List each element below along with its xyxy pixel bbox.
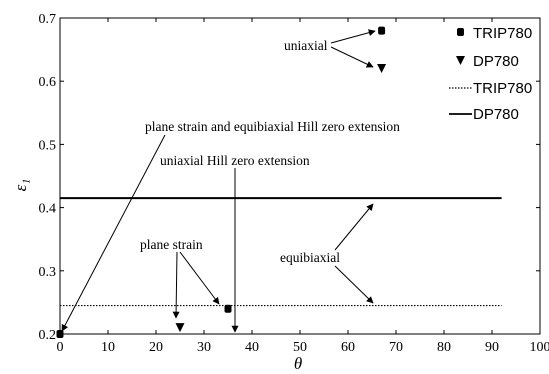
arrow-plane-strain-equibiaxial bbox=[61, 134, 166, 332]
y-tick-label: 0.2 bbox=[39, 328, 57, 343]
x-tick-label: 80 bbox=[437, 340, 451, 355]
x-tick-label: 90 bbox=[485, 340, 499, 355]
y-axis-label: ε₁ bbox=[11, 179, 30, 192]
y-tick-label: 0.3 bbox=[39, 265, 57, 280]
arrow-equibiaxial-dp bbox=[334, 203, 374, 251]
x-tick-label: 60 bbox=[341, 340, 355, 355]
legend-label-trip780: TRIP780 bbox=[473, 25, 532, 42]
y-tick-label: 0.6 bbox=[39, 75, 57, 90]
y-axis: 0.2 0.3 0.4 0.5 0.6 0.7 bbox=[39, 12, 540, 343]
x-axis-label: θ bbox=[294, 354, 302, 373]
x-tick-label: 100 bbox=[530, 340, 549, 355]
annotation-uniaxial-hill-label: uniaxial Hill zero extension bbox=[160, 153, 310, 168]
data-point-trip780 bbox=[378, 26, 386, 35]
arrow-uniaxial-trip bbox=[330, 29, 376, 44]
arrow-plane-strain-dp bbox=[172, 251, 180, 319]
arrow-uniaxial-dp bbox=[330, 46, 374, 68]
annotations: uniaxial plane strain and equibiaxial Hi… bbox=[61, 29, 400, 333]
legend-label-dp780: DP780 bbox=[473, 53, 519, 70]
x-tick-label: 70 bbox=[389, 340, 403, 355]
x-tick-label: 10 bbox=[101, 340, 115, 355]
annotation-plane-strain-label: plane strain bbox=[140, 237, 203, 252]
legend-label-dp780-line: DP780 bbox=[473, 106, 519, 123]
x-tick-label: 40 bbox=[245, 340, 259, 355]
plot-frame bbox=[59, 17, 541, 335]
arrow-plane-strain-trip bbox=[179, 251, 220, 305]
x-axis: 0 10 20 30 40 50 60 70 80 90 100 bbox=[57, 18, 549, 355]
x-tick-label: 0 bbox=[57, 340, 64, 355]
reference-lines bbox=[60, 197, 502, 307]
data-point-trip780 bbox=[56, 330, 64, 338]
x-tick-label: 50 bbox=[293, 340, 307, 355]
legend-marker-trip780 bbox=[457, 28, 464, 36]
y-tick-label: 0.5 bbox=[39, 138, 57, 153]
data-points bbox=[56, 26, 387, 338]
y-tick-label: 0.4 bbox=[39, 202, 57, 217]
annotation-plane-strain-equibiaxial-label: plane strain and equibiaxial Hill zero e… bbox=[145, 119, 400, 134]
x-tick-label: 20 bbox=[149, 340, 163, 355]
y-tick-label: 0.7 bbox=[39, 12, 57, 27]
legend: TRIP780 DP780 TRIP780 DP780 bbox=[449, 25, 532, 123]
annotation-equibiaxial-label: equibiaxial bbox=[280, 250, 340, 265]
data-point-dp780 bbox=[175, 323, 185, 333]
data-point-trip780 bbox=[224, 304, 232, 313]
data-point-dp780 bbox=[377, 64, 387, 74]
legend-marker-dp780 bbox=[456, 56, 465, 65]
annotation-uniaxial-label: uniaxial bbox=[284, 38, 328, 53]
legend-label-trip780-line: TRIP780 bbox=[473, 80, 532, 97]
x-tick-label: 30 bbox=[197, 340, 211, 355]
arrow-equibiaxial-trip bbox=[334, 265, 374, 304]
